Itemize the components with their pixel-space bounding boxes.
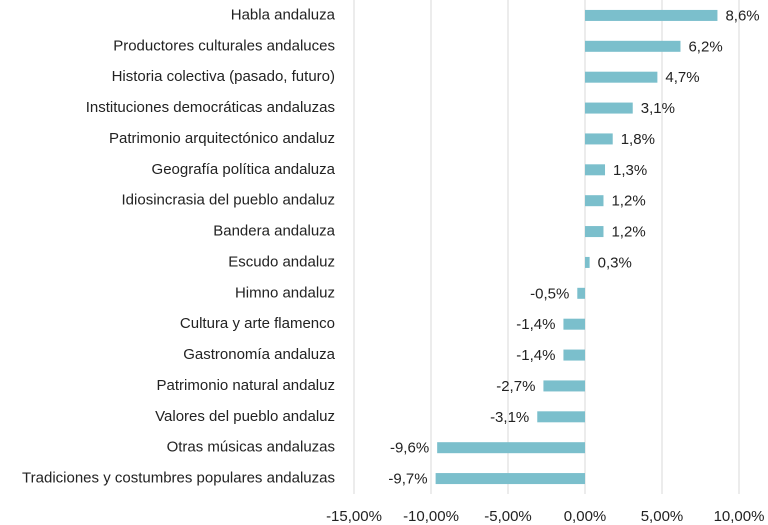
value-label: 1,3% [613,162,647,179]
category-label: Patrimonio arquitectónico andaluz [109,130,335,147]
bar [577,287,585,299]
bar [585,226,604,238]
category-label: Geografía política andaluza [152,161,336,178]
bar [585,195,604,207]
x-tick-label: -5,00% [484,508,532,525]
category-label: Habla andaluza [231,6,336,23]
bar [585,256,590,268]
value-label: 1,8% [621,131,655,148]
value-label: 0,3% [598,254,632,271]
category-label: Escudo andaluz [228,253,335,270]
category-label: Bandera andaluza [213,223,335,240]
bar [585,9,718,21]
bar [543,380,585,392]
bar [585,164,606,176]
value-label: 4,7% [665,69,699,86]
value-label: 6,2% [688,38,722,55]
bar [435,473,585,485]
bar [585,133,613,145]
category-label: Himno andaluz [235,284,335,301]
bar [563,318,585,330]
bar [585,102,633,114]
value-label: -3,1% [490,409,529,426]
value-label: 8,6% [725,7,759,24]
value-label: -9,7% [388,471,427,488]
value-label: -1,4% [516,316,555,333]
category-label: Patrimonio natural andaluz [157,377,335,394]
value-label: 1,2% [611,224,645,241]
bar [537,411,585,423]
category-label: Instituciones democráticas andaluzas [86,99,335,116]
category-label: Otras músicas andaluzas [167,439,335,456]
x-tick-label: -10,00% [403,508,459,525]
value-label: -0,5% [530,285,569,302]
category-label: Valores del pueblo andaluz [155,408,335,425]
category-label: Productores culturales andaluces [113,37,335,54]
x-tick-label: 10,00% [714,508,765,525]
category-label: Idiosincrasia del pueblo andaluz [122,192,335,209]
category-label: Tradiciones y costumbres populares andal… [22,470,335,487]
value-label: -1,4% [516,347,555,364]
value-label: 1,2% [611,193,645,210]
category-label: Historia colectiva (pasado, futuro) [112,68,335,85]
bar [585,71,658,83]
x-tick-label: -15,00% [326,508,382,525]
value-label: 3,1% [641,100,675,117]
bar [437,442,585,454]
value-label: -9,6% [390,440,429,457]
x-tick-label: 5,00% [641,508,684,525]
category-label: Cultura y arte flamenco [180,315,335,332]
bar [563,349,585,361]
value-label: -2,7% [496,378,535,395]
bar [585,40,681,52]
category-label: Gastronomía andaluza [183,346,335,363]
x-tick-label: 0,00% [564,508,607,525]
